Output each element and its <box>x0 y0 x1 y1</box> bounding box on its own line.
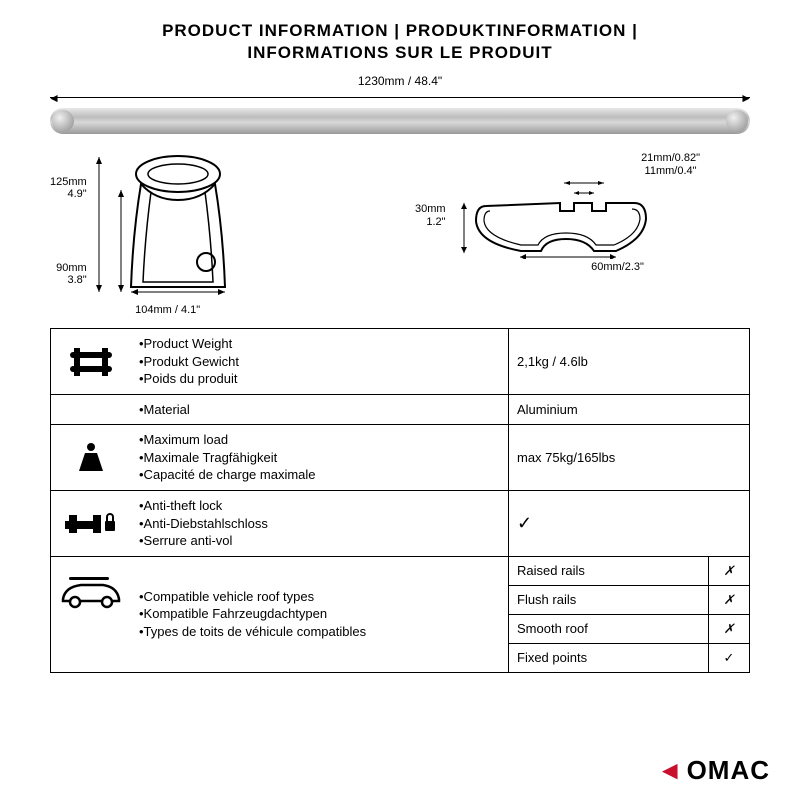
spec-table: •Product Weight •Produkt Gewicht •Poids … <box>50 328 750 672</box>
raised-rails-value: ✗ <box>709 557 749 585</box>
weight-label-3: •Poids du produit <box>139 370 500 388</box>
material-value: Aluminium <box>509 395 749 425</box>
weight-label-1: •Product Weight <box>139 335 500 353</box>
overall-length-dimension: ◄► <box>50 90 750 104</box>
crossbar-side-view <box>50 108 750 134</box>
brand-logo: ◄ OMAC <box>657 755 770 786</box>
lock-label-3: •Serrure anti-vol <box>139 532 500 550</box>
load-label-3: •Capacité de charge maximale <box>139 466 500 484</box>
page-title: PRODUCT INFORMATION | PRODUKTINFORMATION… <box>40 20 760 64</box>
lock-icon <box>51 491 131 556</box>
cross-width-label: 60mm/2.3" <box>415 261 750 273</box>
smooth-roof-label: Smooth roof <box>509 615 709 643</box>
row-lock: •Anti-theft lock •Anti-Diebstahlschloss … <box>51 491 749 557</box>
foot-diagram: 125mm 4.9" 90mm 3.8" 104mm / 4.1" <box>50 152 385 316</box>
cross-height-label: 30mm 1.2" <box>415 203 446 227</box>
car-icon <box>51 557 131 672</box>
row-weight: •Product Weight •Produkt Gewicht •Poids … <box>51 329 749 395</box>
title-line-2: INFORMATIONS SUR LE PRODUIT <box>40 42 760 64</box>
lock-label-2: •Anti-Diebstahlschloss <box>139 515 500 533</box>
flush-rails-label: Flush rails <box>509 586 709 614</box>
compat-label-1: •Compatible vehicle roof types <box>139 588 500 606</box>
load-icon <box>51 425 131 490</box>
title-line-1: PRODUCT INFORMATION | PRODUKTINFORMATION… <box>40 20 760 42</box>
fixed-points-label: Fixed points <box>509 644 709 672</box>
foot-outer-height: 125mm 4.9" <box>50 176 87 200</box>
cross-inner-slot-label: 11mm/0.4" <box>641 165 700 178</box>
foot-shape-icon <box>93 152 243 297</box>
compat-label-3: •Types de toits de véhicule compatibles <box>139 623 500 641</box>
weight-value: 2,1kg / 4.6lb <box>509 329 749 394</box>
logo-mark-icon: ◄ <box>657 755 684 786</box>
smooth-roof-value: ✗ <box>709 615 749 643</box>
foot-width-label: 104mm / 4.1" <box>93 304 243 316</box>
weight-label-2: •Produkt Gewicht <box>139 353 500 371</box>
flush-rails-value: ✗ <box>709 586 749 614</box>
overall-length-label: 1230mm / 48.4" <box>40 74 760 88</box>
cross-section-diagram: 21mm/0.82" 11mm/0.4" 30mm 1.2" 60mm/2.3" <box>415 152 750 316</box>
compat-label-2: •Kompatible Fahrzeugdachtypen <box>139 605 500 623</box>
fixed-points-value: ✓ <box>709 644 749 672</box>
row-compat: •Compatible vehicle roof types •Kompatib… <box>51 557 749 672</box>
load-label-1: •Maximum load <box>139 431 500 449</box>
foot-inner-height: 90mm 3.8" <box>50 262 87 286</box>
raised-rails-label: Raised rails <box>509 557 709 585</box>
logo-text: OMAC <box>687 755 770 786</box>
cross-section-shape-icon <box>456 181 656 259</box>
compat-subtable: Raised rails✗ Flush rails✗ Smooth roof✗ … <box>509 557 749 672</box>
lock-value: ✓ <box>509 491 749 556</box>
material-label: •Material <box>139 401 500 419</box>
load-value: max 75kg/165lbs <box>509 425 749 490</box>
lock-label-1: •Anti-theft lock <box>139 497 500 515</box>
load-label-2: •Maximale Tragfähigkeit <box>139 449 500 467</box>
cross-top-slot-label: 21mm/0.82" <box>641 152 700 165</box>
weight-icon <box>51 329 131 394</box>
row-load: •Maximum load •Maximale Tragfähigkeit •C… <box>51 425 749 491</box>
row-material: •Material Aluminium <box>51 395 749 426</box>
